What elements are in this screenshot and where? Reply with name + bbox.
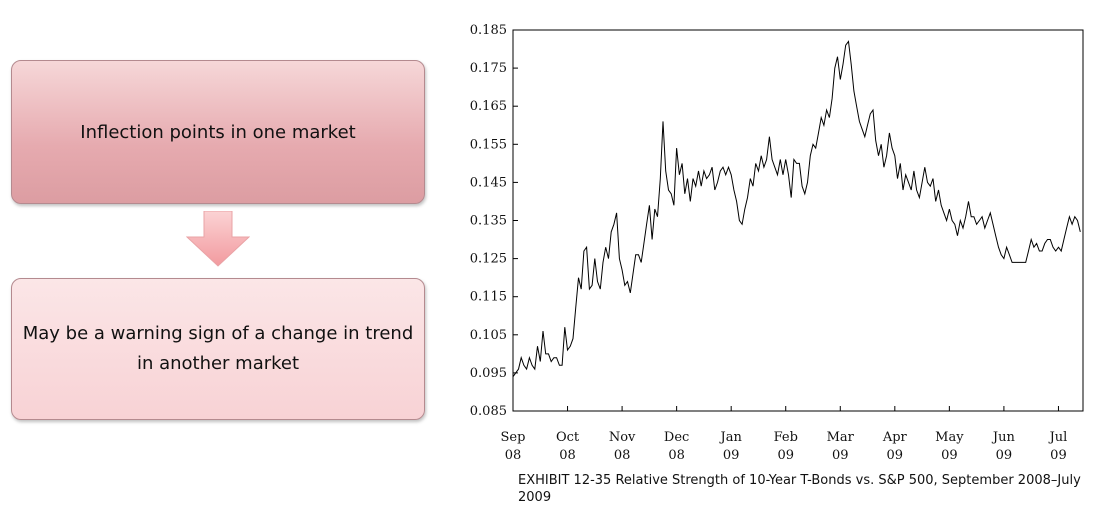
x-tick-label-month: Jan [719,430,743,445]
x-tick-label-month: Sep [501,430,526,445]
y-tick-label: 0.085 [470,404,507,419]
flow-box-bottom-text: May be a warning sign of a change in tre… [22,323,414,374]
x-tick-label-month: Apr [882,430,908,445]
y-tick-label: 0.155 [470,137,507,152]
flow-box-top: Inflection points in one market [11,60,425,204]
x-tick-label-year: 08 [505,448,522,463]
y-tick-label: 0.185 [470,23,507,38]
y-tick-label: 0.115 [470,290,507,305]
x-tick-label-year: 09 [941,448,958,463]
x-tick-label-year: 08 [668,448,685,463]
x-tick-label-month: Jul [1048,430,1068,445]
series-line [512,40,1081,377]
y-tick-label: 0.145 [470,175,507,190]
y-tick-label: 0.105 [470,328,507,343]
x-tick-label-month: May [935,430,964,445]
y-tick-label: 0.135 [470,214,507,229]
x-tick-label-month: Nov [609,430,636,445]
x-tick-label-month: Dec [664,430,689,445]
x-tick-label-year: 09 [723,448,740,463]
x-tick-label-month: Oct [556,430,580,445]
plot-area-frame [512,29,1084,412]
line-chart: 0.185 0.175 0.165 0.155 0.145 0.135 0.125 0.115… [470,23,1084,463]
flow-box-top-text: Inflection points in one market [80,121,356,143]
x-tick-label-month: Jun [991,430,1016,445]
y-tick-label: 0.175 [470,61,507,76]
x-tick-label-year: 09 [1050,448,1067,463]
x-tick-label-month: Mar [827,430,855,445]
x-tick-label-year: 09 [996,448,1013,463]
y-tick-label: 0.095 [470,366,507,381]
x-tick-label-year: 08 [559,448,576,463]
down-arrow-icon [186,211,250,267]
x-tick-label-year: 09 [777,448,794,463]
x-tick-label-year: 08 [614,448,631,463]
chart-caption: EXHIBIT 12-35 Relative Strength of 10-Ye… [518,473,1081,505]
y-tick-label: 0.125 [470,252,507,267]
x-tick-label-year: 09 [832,448,849,463]
x-tick-label-month: Feb [774,430,798,445]
y-tick-label: 0.165 [470,99,507,114]
flow-box-bottom: May be a warning sign of a change in tre… [11,278,425,420]
x-tick-label-year: 09 [887,448,904,463]
